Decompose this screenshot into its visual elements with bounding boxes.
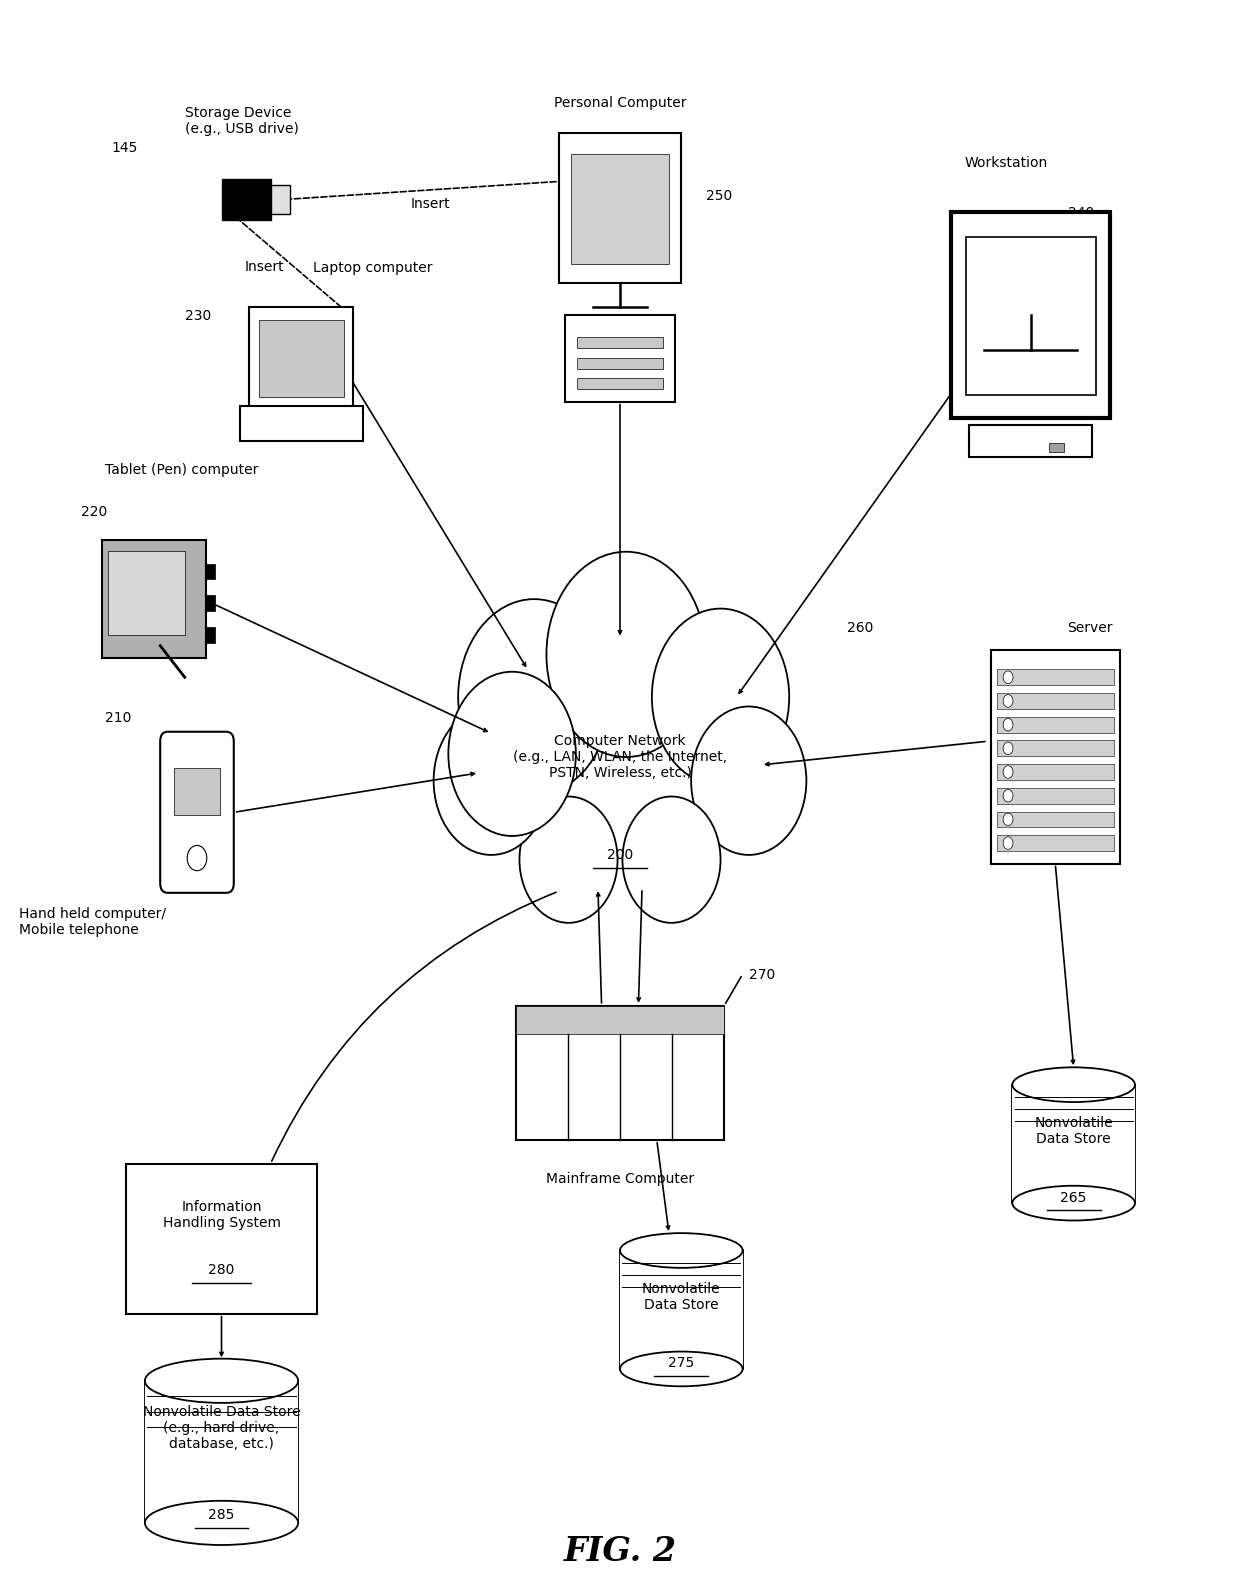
Circle shape [434,706,549,855]
Text: Mainframe Computer: Mainframe Computer [546,1171,694,1185]
Bar [991,650,1120,863]
Bar [206,596,215,612]
Text: 220: 220 [81,505,107,519]
Text: FIG. 2: FIG. 2 [563,1534,677,1568]
Circle shape [187,846,207,871]
Circle shape [1003,718,1013,731]
Bar [102,540,206,658]
Circle shape [1003,812,1013,825]
Circle shape [449,672,575,836]
Text: 260: 260 [847,621,873,634]
Bar [577,338,663,347]
Bar [570,155,670,264]
Bar [259,320,343,397]
Text: 285: 285 [208,1509,234,1521]
Bar [997,669,1114,685]
Bar [577,378,663,389]
Bar [620,1251,743,1368]
Ellipse shape [145,1501,298,1545]
Text: Storage Device
(e.g., USB drive): Storage Device (e.g., USB drive) [185,107,299,137]
Bar [997,717,1114,733]
Ellipse shape [620,1233,743,1268]
Bar [174,768,221,816]
Bar [997,789,1114,803]
Ellipse shape [620,1351,743,1386]
Bar [206,626,215,642]
Bar [249,307,353,409]
Text: 240: 240 [1068,205,1094,220]
Circle shape [1003,836,1013,849]
Bar [516,1005,724,1141]
Bar [997,811,1114,827]
Text: Workstation: Workstation [965,156,1048,169]
Text: Hand held computer/
Mobile telephone: Hand held computer/ Mobile telephone [19,906,166,937]
Text: 275: 275 [668,1356,694,1370]
Text: Nonvolatile
Data Store: Nonvolatile Data Store [1034,1117,1114,1147]
Ellipse shape [1012,1185,1135,1220]
Text: 250: 250 [706,190,732,204]
Text: 230: 230 [185,309,211,323]
Text: Tablet (Pen) computer: Tablet (Pen) computer [105,462,258,476]
Text: 270: 270 [749,969,775,981]
Circle shape [691,706,806,855]
Text: Server: Server [1068,621,1114,634]
Bar [222,178,270,220]
Bar [577,357,663,368]
Bar [270,185,290,213]
Text: Information
Handling System: Information Handling System [162,1200,280,1230]
Bar [516,1005,724,1034]
Text: 265: 265 [1060,1190,1086,1204]
Bar [126,1163,316,1314]
FancyBboxPatch shape [160,731,234,892]
Text: Nonvolatile Data Store
(e.g., hard drive,
database, etc.): Nonvolatile Data Store (e.g., hard drive… [143,1405,300,1451]
Text: Laptop computer: Laptop computer [314,261,433,276]
Circle shape [622,796,720,922]
Text: Personal Computer: Personal Computer [554,96,686,110]
Text: Insert: Insert [410,198,450,212]
Text: 210: 210 [105,712,131,725]
Bar [970,425,1092,457]
Bar [559,134,681,284]
Bar [951,212,1111,417]
Circle shape [1003,790,1013,801]
Ellipse shape [1012,1067,1135,1102]
Bar [997,835,1114,851]
Bar [206,564,215,580]
Text: Insert: Insert [244,261,284,274]
Circle shape [1003,766,1013,779]
Bar [565,315,675,401]
Circle shape [547,551,706,757]
Text: 200: 200 [606,847,634,862]
Text: 145: 145 [112,142,138,156]
Bar [997,693,1114,709]
Bar [966,237,1096,395]
Bar [997,741,1114,757]
Bar [108,551,185,634]
Text: Computer Network
(e.g., LAN, WLAN, the Internet,
PSTN, Wireless, etc.): Computer Network (e.g., LAN, WLAN, the I… [513,734,727,781]
Bar [145,1381,298,1523]
Text: 280: 280 [208,1263,234,1278]
Circle shape [652,609,789,785]
Bar [997,765,1114,781]
Circle shape [1003,742,1013,755]
Text: Nonvolatile
Data Store: Nonvolatile Data Store [642,1282,720,1313]
Bar [1012,1085,1135,1203]
Bar [239,406,362,441]
Circle shape [1003,671,1013,683]
Circle shape [1003,695,1013,707]
Circle shape [520,796,618,922]
Circle shape [458,599,610,795]
Bar [1049,443,1064,452]
Ellipse shape [145,1359,298,1403]
